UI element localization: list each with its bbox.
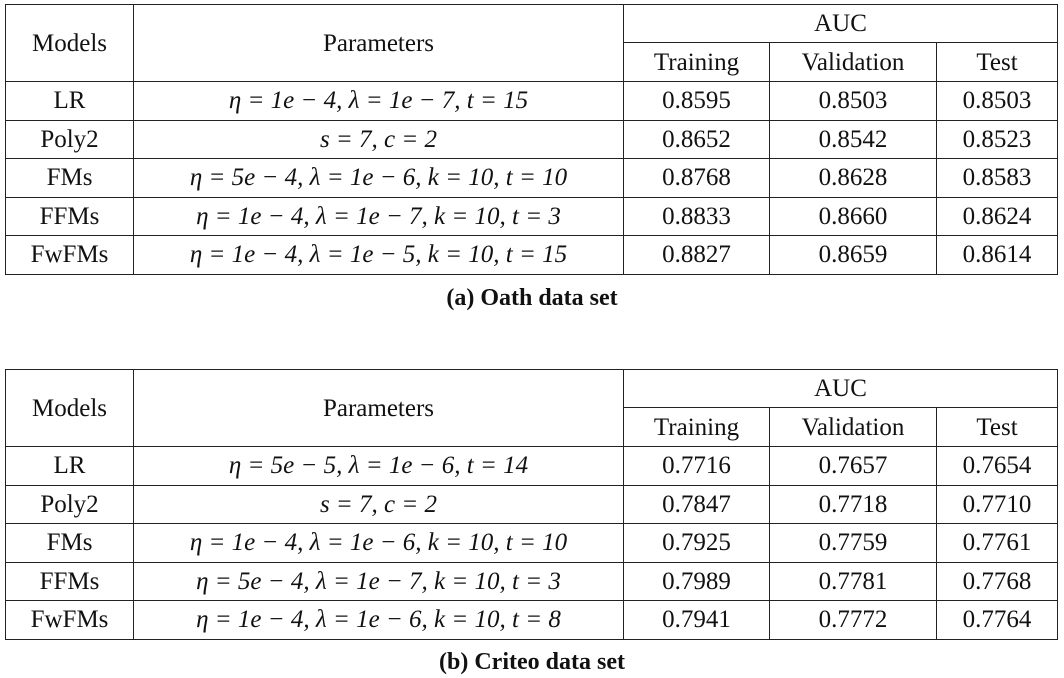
table-row: Poly2 s = 7, c = 2 0.7847 0.7718 0.7710 <box>5 484 1059 524</box>
table-caption: (a) Oath data set <box>446 285 618 311</box>
table-row: FFMs η = 5e − 4, λ = 1e − 7, k = 10, t =… <box>5 561 1059 601</box>
model-name: LR <box>5 446 134 486</box>
model-name: FMs <box>5 158 134 198</box>
table-row: LR η = 5e − 5, λ = 1e − 6, t = 14 0.7716… <box>5 446 1059 486</box>
test-auc: 0.8523 <box>935 119 1059 159</box>
table-row: FwFMs η = 1e − 4, λ = 1e − 5, k = 10, t … <box>5 235 1059 275</box>
table-row: FwFMs η = 1e − 4, λ = 1e − 6, k = 10, t … <box>5 600 1059 640</box>
criteo-results-table: Models Parameters AUC Training Validatio… <box>5 369 1059 640</box>
model-name: FwFMs <box>5 235 134 275</box>
validation-auc: 0.7772 <box>769 600 937 640</box>
table-row: FMs η = 1e − 4, λ = 1e − 6, k = 10, t = … <box>5 523 1059 563</box>
header-models: Models <box>5 4 134 82</box>
model-name: FwFMs <box>5 600 134 640</box>
test-auc: 0.8614 <box>935 235 1059 275</box>
header-validation: Validation <box>769 42 937 82</box>
training-auc: 0.8827 <box>623 235 770 275</box>
model-parameters: s = 7, c = 2 <box>133 484 624 524</box>
table-row: FMs η = 5e − 4, λ = 1e − 6, k = 10, t = … <box>5 158 1059 198</box>
test-auc: 0.7764 <box>935 600 1059 640</box>
oath-results-table: Models Parameters AUC Training Validatio… <box>5 4 1059 275</box>
training-auc-best: 0.7989 <box>623 561 770 601</box>
model-parameters: s = 7, c = 2 <box>133 119 624 159</box>
validation-auc-best: 0.7781 <box>769 561 937 601</box>
validation-auc: 0.7718 <box>769 484 937 524</box>
validation-auc: 0.8628 <box>769 158 937 198</box>
test-auc: 0.8503 <box>935 81 1059 121</box>
header-test: Test <box>935 42 1059 82</box>
validation-auc: 0.7657 <box>769 446 937 486</box>
training-auc-best: 0.8833 <box>623 196 770 236</box>
table-caption: (b) Criteo data set <box>439 649 625 675</box>
header-parameters: Parameters <box>133 369 624 447</box>
header-validation: Validation <box>769 407 937 447</box>
validation-auc-best: 0.8660 <box>769 196 937 236</box>
model-parameters: η = 1e − 4, λ = 1e − 6, k = 10, t = 10 <box>133 523 624 563</box>
header-training: Training <box>623 407 770 447</box>
model-name: LR <box>5 81 134 121</box>
validation-auc: 0.8542 <box>769 119 937 159</box>
test-auc-best: 0.8624 <box>935 196 1059 236</box>
table-row: LR η = 1e − 4, λ = 1e − 7, t = 15 0.8595… <box>5 81 1059 121</box>
training-auc: 0.7847 <box>623 484 770 524</box>
test-auc: 0.8583 <box>935 158 1059 198</box>
header-parameters: Parameters <box>133 4 624 82</box>
training-auc: 0.8652 <box>623 119 770 159</box>
header-models: Models <box>5 369 134 447</box>
test-auc-best: 0.7768 <box>935 561 1059 601</box>
model-parameters: η = 5e − 4, λ = 1e − 6, k = 10, t = 10 <box>133 158 624 198</box>
table-row: Poly2 s = 7, c = 2 0.8652 0.8542 0.8523 <box>5 119 1059 159</box>
test-auc: 0.7654 <box>935 446 1059 486</box>
model-parameters: η = 1e − 4, λ = 1e − 5, k = 10, t = 15 <box>133 235 624 275</box>
validation-auc: 0.7759 <box>769 523 937 563</box>
model-name: Poly2 <box>5 484 134 524</box>
validation-auc: 0.8503 <box>769 81 937 121</box>
model-parameters: η = 5e − 4, λ = 1e − 7, k = 10, t = 3 <box>133 561 624 601</box>
test-auc: 0.7761 <box>935 523 1059 563</box>
validation-auc: 0.8659 <box>769 235 937 275</box>
training-auc: 0.7925 <box>623 523 770 563</box>
model-parameters: η = 1e − 4, λ = 1e − 6, k = 10, t = 8 <box>133 600 624 640</box>
training-auc: 0.8595 <box>623 81 770 121</box>
model-name: Poly2 <box>5 119 134 159</box>
training-auc: 0.8768 <box>623 158 770 198</box>
training-auc: 0.7941 <box>623 600 770 640</box>
model-parameters: η = 1e − 4, λ = 1e − 7, k = 10, t = 3 <box>133 196 624 236</box>
model-name: FMs <box>5 523 134 563</box>
header-auc: AUC <box>622 369 1059 408</box>
training-auc: 0.7716 <box>623 446 770 486</box>
header-training: Training <box>623 42 770 82</box>
model-parameters: η = 5e − 5, λ = 1e − 6, t = 14 <box>133 446 624 486</box>
model-parameters: η = 1e − 4, λ = 1e − 7, t = 15 <box>133 81 624 121</box>
model-name: FFMs <box>5 196 134 236</box>
header-auc: AUC <box>622 4 1059 43</box>
test-auc: 0.7710 <box>935 484 1059 524</box>
table-row: FFMs η = 1e − 4, λ = 1e − 7, k = 10, t =… <box>5 196 1059 236</box>
header-test: Test <box>935 407 1059 447</box>
model-name: FFMs <box>5 561 134 601</box>
